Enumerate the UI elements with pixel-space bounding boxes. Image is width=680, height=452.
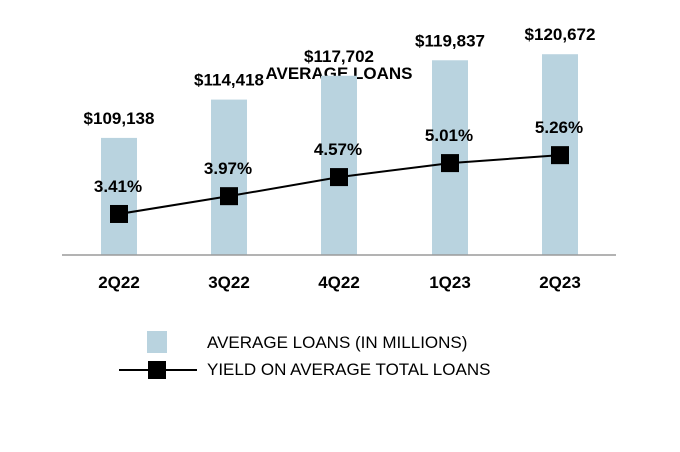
yield-value-label: 3.41% — [94, 177, 142, 196]
yield-marker — [110, 204, 128, 223]
bar — [211, 99, 247, 255]
bar-value-label: $109,138 — [84, 109, 155, 128]
category-labels: 2Q22 3Q22 4Q22 1Q23 2Q23 — [98, 273, 581, 292]
chart-title: AVERAGE LOANS — [265, 64, 412, 83]
bar — [321, 75, 357, 255]
category-label: 2Q23 — [539, 273, 581, 292]
yield-marker — [330, 168, 348, 187]
category-label: 3Q22 — [208, 273, 250, 292]
category-label: 2Q22 — [98, 273, 140, 292]
category-label: 1Q23 — [429, 273, 471, 292]
bar — [101, 137, 137, 255]
legend: AVERAGE LOANS (IN MILLIONS) YIELD ON AVE… — [119, 331, 490, 379]
category-label: 4Q22 — [318, 273, 360, 292]
yield-value-label: 4.57% — [314, 140, 362, 159]
yield-value-label: 5.26% — [535, 118, 583, 137]
yield-marker — [220, 187, 238, 206]
yield-marker — [441, 154, 459, 173]
yield-value-label: 5.01% — [425, 126, 473, 145]
bar-value-label: $117,702 — [304, 47, 374, 66]
legend-line-label: YIELD ON AVERAGE TOTAL LOANS — [207, 360, 490, 379]
bar-value-label: $120,672 — [525, 25, 596, 44]
bar-value-label: $119,837 — [415, 31, 485, 50]
yield-marker — [551, 146, 569, 165]
yield-value-label: 3.97% — [204, 159, 252, 178]
yield-line-group: 3.41% 3.97% 4.57% 5.01% 5.26% — [94, 118, 583, 223]
legend-bar-label: AVERAGE LOANS (IN MILLIONS) — [207, 333, 467, 352]
bar-value-label: $114,418 — [194, 71, 264, 90]
legend-bar-swatch — [147, 331, 167, 353]
legend-marker-swatch — [148, 361, 166, 379]
